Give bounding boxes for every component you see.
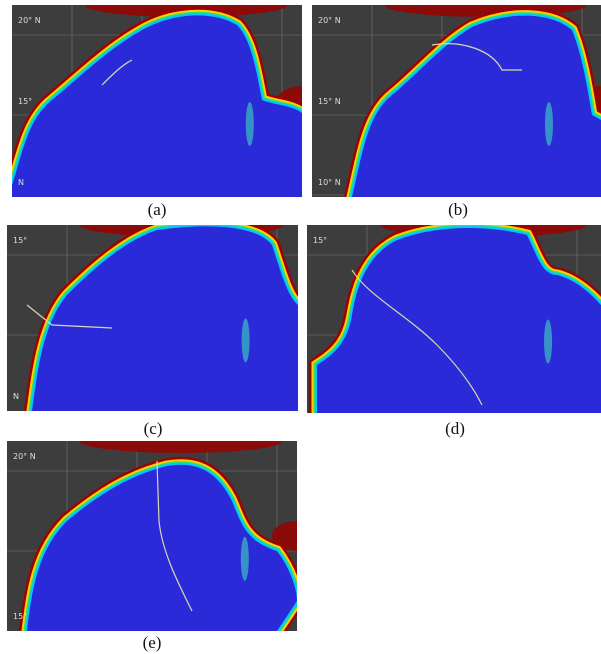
lat-label: 15° xyxy=(13,612,27,621)
lat-label: 20° N xyxy=(18,16,41,25)
lat-label: 15° xyxy=(13,236,27,245)
panel-label: (c) xyxy=(144,419,163,439)
island xyxy=(544,320,552,364)
lat-label: N xyxy=(13,392,19,401)
map-panel: 20° N 15° N 10° N xyxy=(312,5,601,197)
island xyxy=(241,537,249,581)
map-panel: 20° N 15° xyxy=(7,441,297,631)
island xyxy=(242,318,250,362)
panel-label: (a) xyxy=(148,200,167,220)
island xyxy=(545,102,553,146)
lat-label: 20° N xyxy=(318,16,341,25)
lat-label: 20° N xyxy=(13,452,36,461)
map-panel: 15° xyxy=(307,225,601,413)
lat-label: 15° N xyxy=(318,97,341,106)
map-panel: 20° N 15° N xyxy=(12,5,302,197)
figure: 20° N 15° N (a) 20° N 15° N 10° N (b) 15° N (… xyxy=(0,0,601,654)
lat-label: 15° xyxy=(313,236,327,245)
lat-label: 10° N xyxy=(318,178,341,187)
panel-label: (d) xyxy=(445,419,465,439)
map-panel: 15° N xyxy=(7,225,298,411)
lat-label: 15° xyxy=(18,97,32,106)
panel-label: (e) xyxy=(143,633,162,653)
panel-label: (b) xyxy=(448,200,468,220)
lat-label: N xyxy=(18,178,24,187)
island xyxy=(246,102,254,146)
